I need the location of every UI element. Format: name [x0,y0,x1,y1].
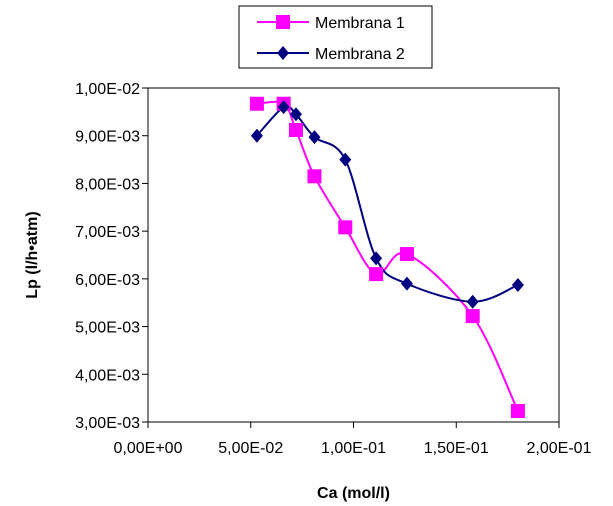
x-tick-label: 2,00E-01 [527,440,592,457]
series-1-point [288,122,303,137]
x-tick-label: 1,50E-01 [424,440,489,457]
y-axis: 3,00E-03 4,00E-03 5,00E-03 6,00E-03 7,00E-03… [75,81,148,432]
series-1-point [338,220,353,235]
series-1-point [369,267,384,282]
series-1-point [399,247,414,262]
y-tick-label: 3,00E-03 [75,415,140,432]
series-2-point [370,251,383,266]
series-line-1 [256,100,519,412]
legend-box [238,5,433,69]
series-2-point [511,278,524,293]
legend-label-1: Membrana 1 [315,15,405,32]
series-2-point [400,276,413,291]
series-1-point [307,169,322,184]
series-layer [249,96,525,419]
legend: Membrana 1 Membrana 2 [238,5,433,69]
y-tick-label: 8,00E-03 [75,176,140,193]
plot-area [147,87,560,423]
series-2-point [466,294,479,309]
y-tick-label: 9,00E-03 [75,129,140,146]
legend-marker-1 [276,15,290,29]
y-tick-label: 6,00E-03 [75,272,140,289]
series-2-point [339,152,352,167]
series-2-point [277,100,290,115]
series-1-point [465,309,480,324]
series-2-point [308,130,321,145]
x-axis: 0,00E+00 5,00E-02 1,00E-01 1,50E-01 2,00E-01 [114,422,592,457]
series-1-point [249,96,264,111]
y-tick-label: 4,00E-03 [75,367,140,384]
y-tick-label: 7,00E-03 [75,224,140,241]
y-tick-label: 1,00E-02 [75,81,140,98]
x-axis-title: Ca (mol/l) [317,485,390,502]
legend-marker-2 [277,46,289,60]
legend-label-2: Membrana 2 [315,46,405,63]
x-tick-label: 0,00E+00 [114,440,183,457]
series-2-point [250,128,263,143]
y-axis-title: Lp (l/h•atm) [24,211,41,298]
series-2-point [289,107,302,122]
x-tick-label: 1,00E-01 [321,440,386,457]
x-tick-label: 5,00E-02 [218,440,283,457]
y-tick-label: 5,00E-03 [75,320,140,337]
series-1-point [510,404,525,419]
